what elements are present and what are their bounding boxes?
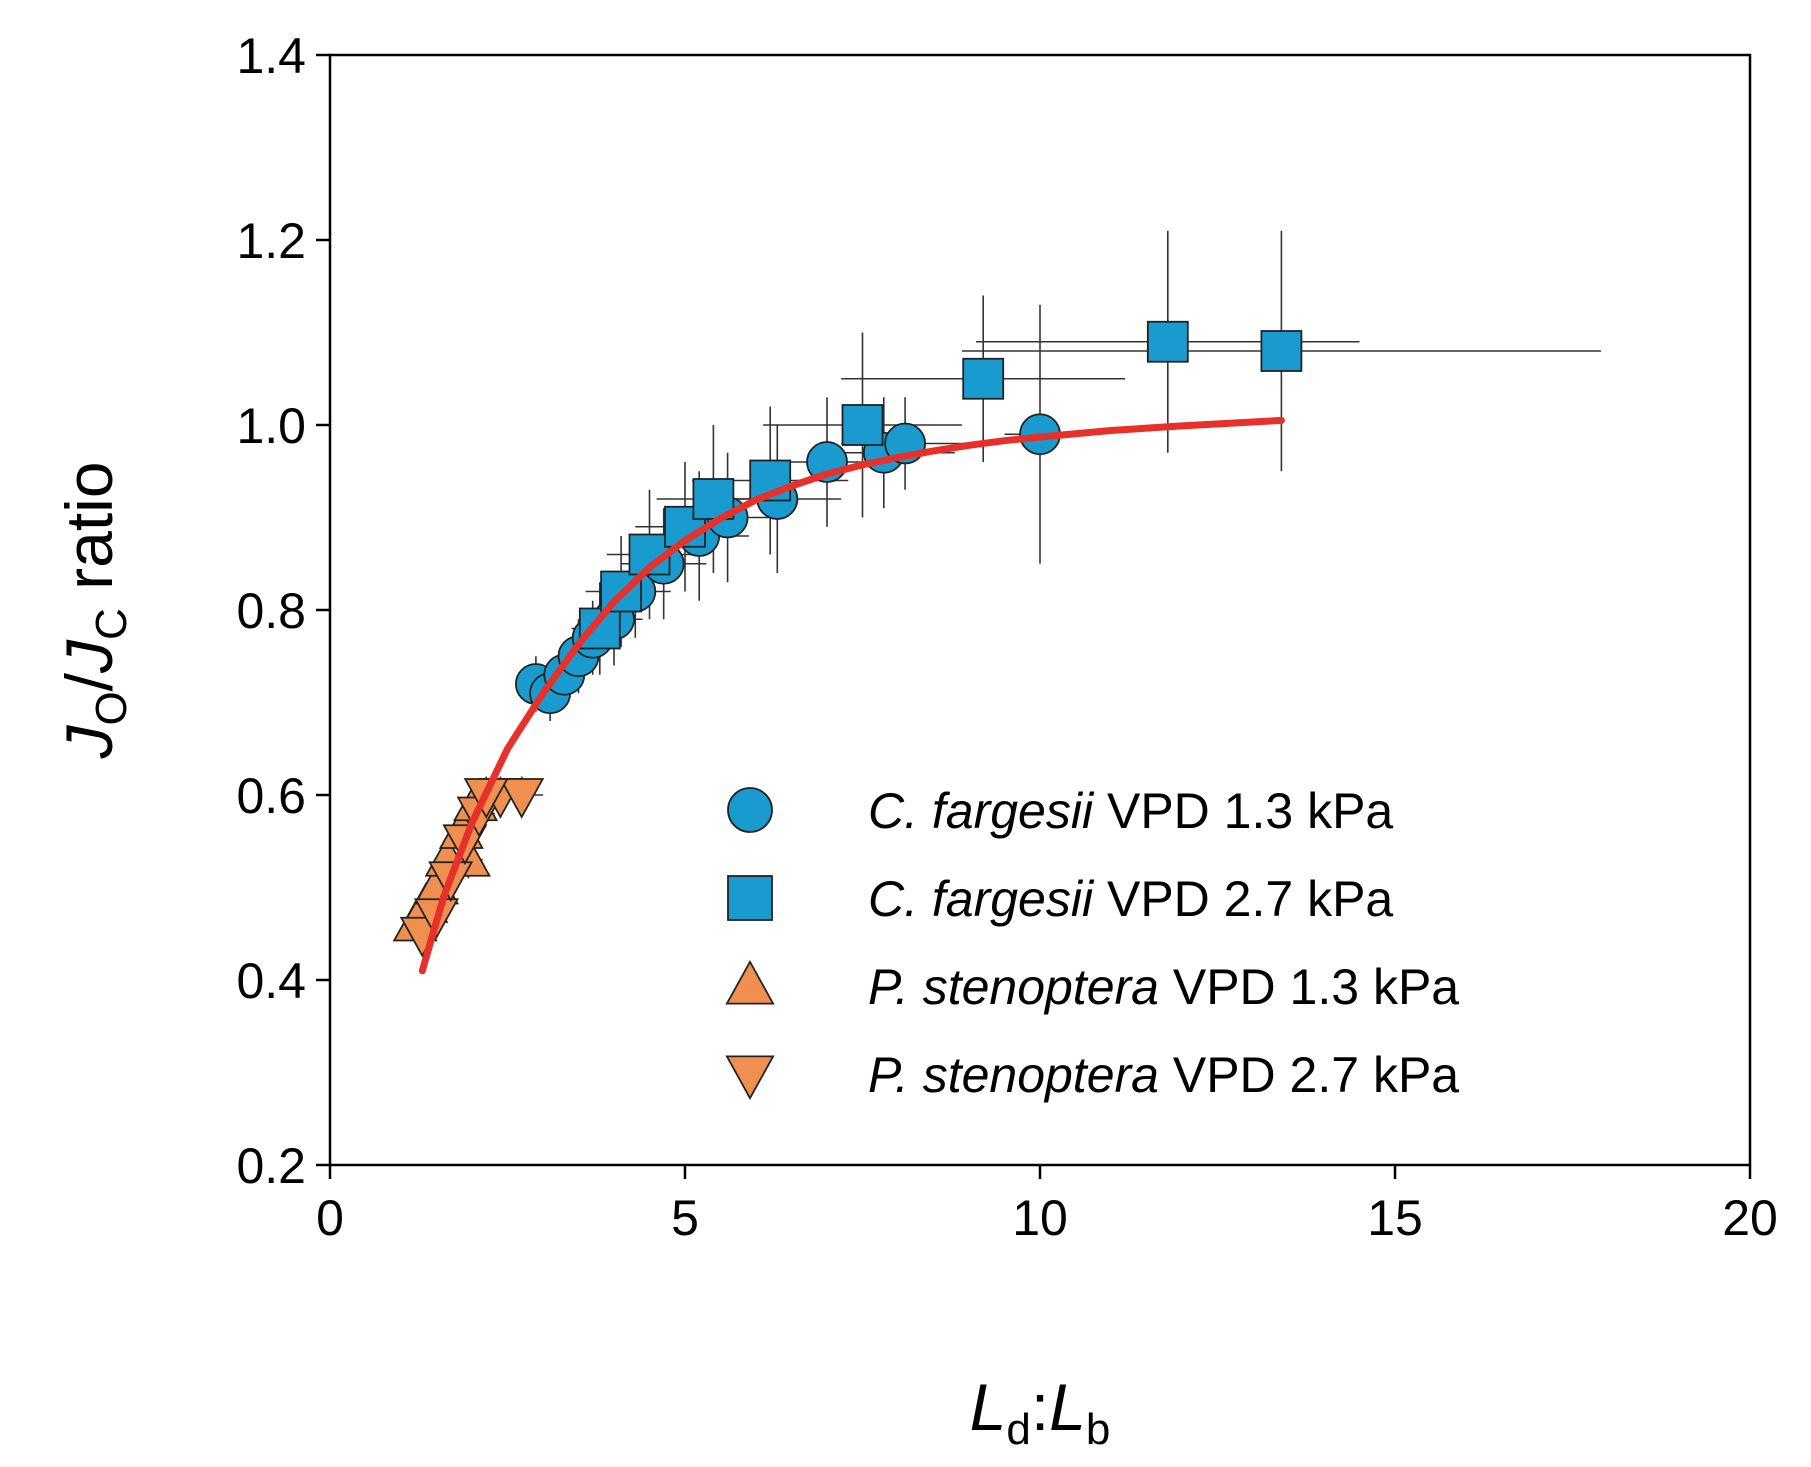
fit-curve — [418, 416, 1285, 975]
y-axis-label: JO/JC ratio — [52, 461, 136, 759]
x-tick-label: 0 — [316, 1190, 344, 1246]
y-axis: 0.2 0.4 0.6 0.8 1.0 1.2 1.4 — [236, 28, 330, 1194]
legend-label: P. stenoptera VPD 1.3 kPa — [868, 959, 1459, 1015]
legend-label: P. stenoptera VPD 2.7 kPa — [868, 1047, 1459, 1103]
x-tick-label: 15 — [1367, 1190, 1423, 1246]
x-tick-label: 20 — [1722, 1190, 1778, 1246]
x-tick-label: 10 — [1012, 1190, 1068, 1246]
data-point-square — [841, 404, 884, 446]
legend-marker-triangle-up — [725, 959, 775, 1005]
legend-label: C. fargesii VPD 1.3 kPa — [868, 783, 1393, 839]
y-tick-label: 0.4 — [236, 953, 306, 1009]
y-tick-label: 0.6 — [236, 768, 306, 824]
y-tick-label: 1.4 — [236, 28, 306, 84]
y-tick-label: 1.2 — [236, 213, 306, 269]
legend-label: C. fargesii VPD 2.7 kPa — [868, 871, 1393, 927]
data-point-square — [1260, 330, 1303, 372]
data-point-triangle-down — [499, 778, 545, 819]
y-tick-label: 0.8 — [236, 583, 306, 639]
markers-layer — [392, 320, 1303, 958]
data-point-square — [1146, 320, 1189, 363]
x-axis-label: Ld:Lb — [970, 1370, 1111, 1454]
y-tick-label: 0.2 — [236, 1138, 306, 1194]
x-axis: 0 5 10 15 20 — [316, 1165, 1778, 1246]
legend: C. fargesii VPD 1.3 kPa C. fargesii VPD 2… — [725, 783, 1459, 1103]
legend-marker-triangle-down — [725, 1055, 775, 1101]
error-bars-layer — [408, 230, 1601, 953]
legend-marker-square — [727, 875, 773, 921]
legend-marker-circle — [727, 787, 773, 833]
data-point-square — [962, 357, 1005, 400]
y-tick-label: 1.0 — [236, 398, 306, 454]
x-tick-label: 5 — [671, 1190, 699, 1246]
